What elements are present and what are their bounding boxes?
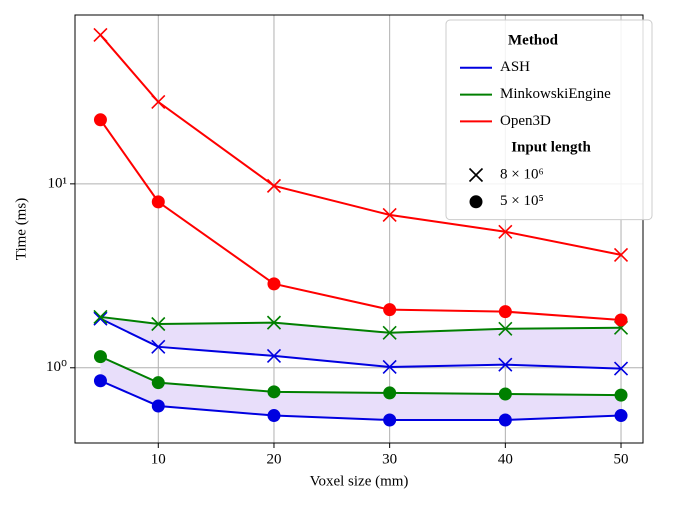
marker-circle — [93, 350, 107, 364]
marker-cross — [151, 94, 166, 109]
y-tick-label: 10¹ — [48, 175, 68, 191]
legend-label: 5 × 10⁵ — [500, 193, 544, 209]
series-line — [99, 119, 622, 321]
marker-circle — [151, 399, 165, 413]
legend-title: Method — [508, 32, 559, 48]
y-tick-label: 10⁰ — [46, 359, 67, 375]
marker-circle — [267, 409, 281, 423]
x-tick-label: 20 — [266, 451, 281, 467]
marker-circle — [614, 409, 628, 423]
plot-frame — [74, 14, 644, 444]
marker-cross — [93, 311, 108, 326]
x-tick-label: 40 — [498, 451, 513, 467]
legend-label: 8 × 10⁶ — [500, 166, 544, 182]
marker-circle — [267, 277, 281, 291]
marker-circle — [267, 385, 281, 399]
marker-circle — [383, 386, 397, 400]
legend-label: ASH — [500, 59, 530, 75]
y-axis-label: Time (ms) — [13, 198, 29, 260]
legend-label: MinkowskiEngine — [500, 86, 611, 102]
marker-cross — [498, 321, 513, 336]
legend-box — [445, 19, 653, 221]
marker-cross — [382, 359, 397, 375]
legend-title: Input length — [511, 140, 591, 156]
marker-circle — [151, 376, 165, 390]
marker-cross — [613, 361, 629, 376]
series-line — [100, 317, 622, 370]
marker-circle — [383, 303, 397, 317]
marker-cross — [382, 325, 397, 340]
marker-circle — [498, 387, 512, 401]
marker-circle — [614, 388, 628, 402]
series-line — [99, 34, 622, 256]
series-line — [100, 355, 622, 397]
marker-cross — [468, 167, 484, 183]
x-tick-label: 30 — [382, 451, 397, 467]
marker-cross — [266, 178, 282, 193]
marker-cross — [498, 224, 513, 239]
marker-cross — [93, 309, 108, 325]
marker-cross — [93, 27, 108, 43]
legend-label: Open3D — [500, 113, 551, 129]
marker-circle — [498, 305, 512, 319]
marker-cross — [613, 247, 629, 262]
marker-cross — [266, 348, 282, 363]
marker-circle — [498, 413, 512, 427]
marker-circle — [614, 313, 628, 327]
x-axis-label: Voxel size (mm) — [310, 473, 409, 489]
x-tick-label: 10 — [151, 451, 166, 467]
marker-circle — [383, 413, 397, 427]
fill-between — [100, 356, 622, 421]
marker-circle — [151, 195, 165, 209]
marker-circle — [469, 195, 483, 209]
marker-circle — [93, 374, 107, 388]
marker-cross — [151, 339, 166, 354]
marker-cross — [382, 207, 397, 222]
series-line — [100, 315, 622, 334]
series-line — [100, 379, 622, 422]
x-tick-label: 50 — [614, 451, 629, 467]
marker-circle — [93, 113, 107, 127]
marker-cross — [498, 357, 513, 372]
marker-cross — [151, 316, 166, 332]
marker-cross — [266, 315, 282, 330]
